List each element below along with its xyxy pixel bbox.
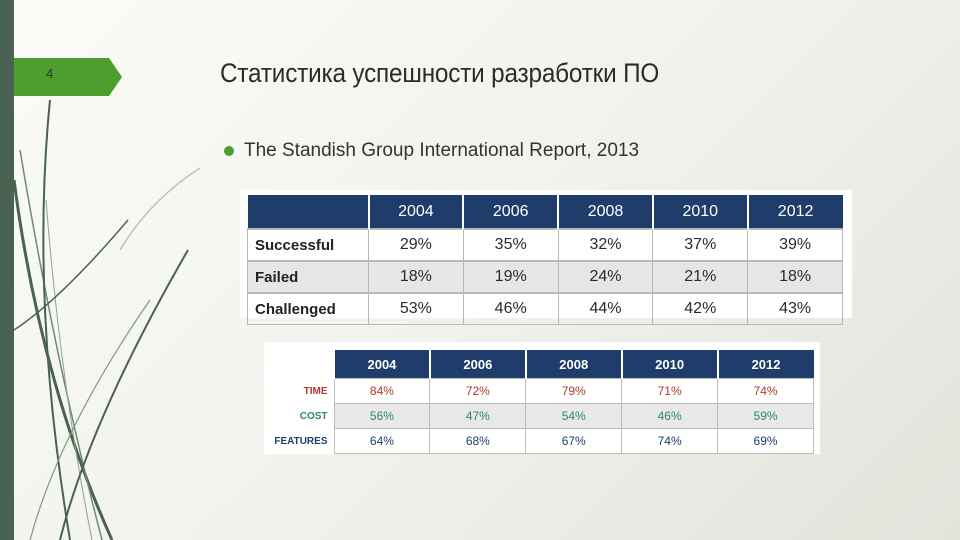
- table-cell: 64%: [333, 428, 431, 454]
- table-cell: 68%: [429, 428, 527, 454]
- slide-title: Статистика успешности разработки ПО: [220, 58, 660, 88]
- criteria-stats-table-container: 2004 2006 2008 2010 2012 TIME 84% 72% 79…: [264, 342, 820, 454]
- table-cell: 44%: [557, 292, 654, 325]
- column-header: [270, 350, 335, 379]
- bullet-text: The Standish Group International Report,…: [244, 140, 640, 161]
- table-cell: 74%: [621, 428, 719, 454]
- table-cell: 67%: [525, 428, 623, 454]
- column-header: 2010: [621, 350, 719, 379]
- table-cell: 42%: [652, 292, 749, 325]
- table-cell: 46%: [462, 292, 559, 325]
- table-row: COST 56% 47% 54% 46% 59%: [270, 403, 814, 429]
- column-header: 2004: [334, 350, 431, 379]
- table-cell: 79%: [525, 378, 623, 404]
- row-label: COST: [270, 403, 334, 429]
- row-label: Failed: [247, 260, 369, 294]
- table-row: Failed 18% 19% 24% 21% 18%: [247, 260, 843, 294]
- criteria-stats-table: 2004 2006 2008 2010 2012 TIME 84% 72% 79…: [270, 350, 814, 454]
- column-header: 2008: [558, 195, 654, 229]
- table-cell: 18%: [747, 260, 843, 294]
- column-header: 2012: [747, 195, 843, 229]
- slide-number-tab: [14, 58, 122, 96]
- table-row: TIME 84% 72% 79% 71% 74%: [270, 378, 814, 404]
- table-cell: 35%: [462, 228, 559, 262]
- table-header-row: 2004 2006 2008 2010 2012: [247, 195, 843, 229]
- table-cell: 72%: [429, 378, 527, 404]
- column-header: 2010: [652, 195, 749, 229]
- success-stats-table: 2004 2006 2008 2010 2012 Successful 29% …: [247, 195, 843, 325]
- table-cell: 84%: [333, 378, 431, 404]
- table-row: FEATURES 64% 68% 67% 74% 69%: [270, 428, 814, 454]
- table-cell: 47%: [429, 403, 527, 429]
- column-header: 2004: [368, 195, 465, 229]
- success-stats-table-container: 2004 2006 2008 2010 2012 Successful 29% …: [240, 190, 852, 325]
- column-header: 2008: [525, 350, 623, 379]
- table-cell: 71%: [621, 378, 719, 404]
- table-cell: 54%: [525, 403, 623, 429]
- table-cell: 18%: [368, 260, 464, 294]
- column-header: 2012: [717, 350, 814, 379]
- table-cell: 53%: [368, 292, 464, 325]
- bullet-dot-icon: [224, 146, 234, 156]
- table-cell: 39%: [747, 228, 843, 262]
- table-cell: 32%: [557, 228, 654, 262]
- table-cell: 46%: [621, 403, 719, 429]
- table-header-row: 2004 2006 2008 2010 2012: [270, 350, 814, 379]
- table-cell: 56%: [333, 403, 431, 429]
- row-label: Successful: [247, 228, 369, 262]
- table-cell: 59%: [717, 403, 814, 429]
- table-row: Challenged 53% 46% 44% 42% 43%: [247, 292, 843, 325]
- slide-number: 4: [46, 66, 54, 81]
- row-label: TIME: [270, 378, 334, 404]
- table-cell: 29%: [368, 228, 464, 262]
- row-label: FEATURES: [270, 428, 334, 454]
- left-accent-bar: [0, 0, 14, 540]
- table-cell: 19%: [462, 260, 559, 294]
- table-cell: 21%: [652, 260, 749, 294]
- table-cell: 37%: [652, 228, 749, 262]
- row-label: Challenged: [247, 292, 369, 325]
- column-header: 2006: [429, 350, 527, 379]
- table-cell: 74%: [717, 378, 814, 404]
- table-cell: 24%: [557, 260, 654, 294]
- decorative-grass-strokes: [12, 99, 200, 540]
- bullet-item: The Standish Group International Report,…: [224, 140, 639, 162]
- column-header: [247, 195, 370, 229]
- column-header: 2006: [463, 195, 560, 229]
- table-cell: 69%: [717, 428, 814, 454]
- table-row: Successful 29% 35% 32% 37% 39%: [247, 228, 843, 262]
- table-cell: 43%: [747, 292, 843, 325]
